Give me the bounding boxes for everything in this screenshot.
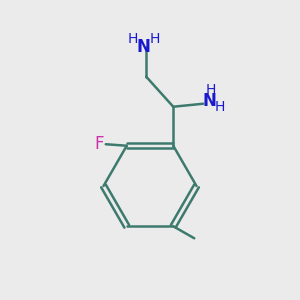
Text: N: N	[136, 38, 150, 56]
Text: F: F	[94, 135, 104, 153]
Text: H: H	[214, 100, 225, 114]
Text: N: N	[202, 92, 216, 110]
Text: H: H	[150, 32, 160, 46]
Text: H: H	[128, 32, 138, 46]
Text: H: H	[206, 83, 216, 97]
